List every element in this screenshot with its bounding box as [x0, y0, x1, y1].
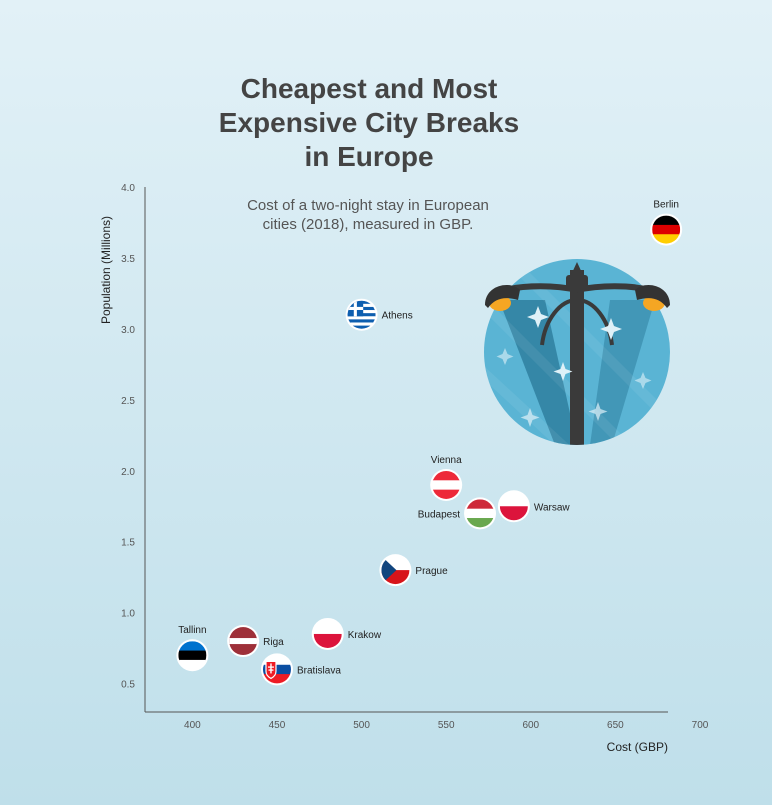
point-label: Vienna	[431, 455, 462, 466]
point-label: Athens	[382, 311, 413, 322]
chart-title-line-3: in Europe	[304, 141, 434, 172]
y-tick-label: 0.5	[121, 680, 135, 691]
data-point: Athens	[345, 298, 413, 331]
x-tick-label: 450	[269, 720, 286, 731]
chart-title-line-1: Cheapest and Most	[240, 73, 498, 104]
chart-title-line-2: Expensive City Breaks	[218, 107, 520, 138]
slovakia-flag	[262, 655, 291, 684]
x-tick-label: 600	[522, 720, 539, 731]
data-point: Vienna	[430, 455, 463, 501]
data-point: Berlin	[650, 200, 683, 246]
estonia-flag	[178, 641, 207, 670]
y-tick-label: 1.5	[121, 538, 135, 549]
y-tick-label: 2.5	[121, 396, 135, 407]
latvia-flag	[229, 627, 258, 656]
czech-flag	[381, 556, 410, 585]
hungary-flag	[466, 499, 495, 528]
y-tick-label: 4.0	[121, 183, 135, 194]
data-point: Warsaw	[497, 490, 571, 523]
street-lamp-illustration	[484, 259, 670, 445]
data-point: Krakow	[311, 617, 382, 650]
x-axis-label: Cost (GBP)	[607, 740, 668, 754]
y-axis-label: Population (Millions)	[99, 216, 113, 324]
x-tick-labels: 400 450 500 550 600 650 700	[184, 720, 709, 731]
data-point: Tallinn	[176, 625, 209, 672]
point-label: Prague	[415, 566, 448, 577]
x-tick-label: 550	[438, 720, 455, 731]
x-tick-label: 700	[692, 720, 709, 731]
y-tick-label: 1.0	[121, 609, 135, 620]
chart-title: Cheapest and Most Expensive City Breaks …	[160, 72, 578, 174]
data-point: Prague	[379, 554, 448, 587]
germany-flag	[652, 215, 681, 244]
point-label: Bratislava	[297, 665, 341, 676]
chart-subtitle-line-2: cities (2018), measured in GBP.	[263, 216, 474, 233]
poland-flag	[313, 619, 342, 648]
point-label: Berlin	[653, 200, 679, 211]
x-tick-label: 650	[607, 720, 624, 731]
data-points: Tallinn Riga Bratislava Krakow Prague Athens V…	[176, 200, 683, 686]
data-point: Riga	[227, 625, 284, 658]
poland-flag	[499, 492, 528, 521]
point-label: Krakow	[348, 630, 382, 641]
data-point: Bratislava	[260, 653, 341, 686]
x-tick-label: 500	[353, 720, 370, 731]
data-point: Budapest	[418, 497, 497, 530]
y-tick-label: 3.5	[121, 254, 135, 265]
x-tick-label: 400	[184, 720, 201, 731]
y-tick-label: 3.0	[121, 325, 135, 336]
point-label: Budapest	[418, 509, 460, 520]
point-label: Warsaw	[534, 502, 571, 513]
y-tick-label: 2.0	[121, 467, 135, 478]
chart-subtitle-line-1: Cost of a two-night stay in European	[247, 197, 489, 214]
austria-flag	[432, 470, 461, 499]
point-label: Tallinn	[178, 625, 206, 636]
point-label: Riga	[263, 637, 284, 648]
y-tick-labels: 0.5 1.0 1.5 2.0 2.5 3.0 3.5 4.0	[121, 183, 135, 691]
